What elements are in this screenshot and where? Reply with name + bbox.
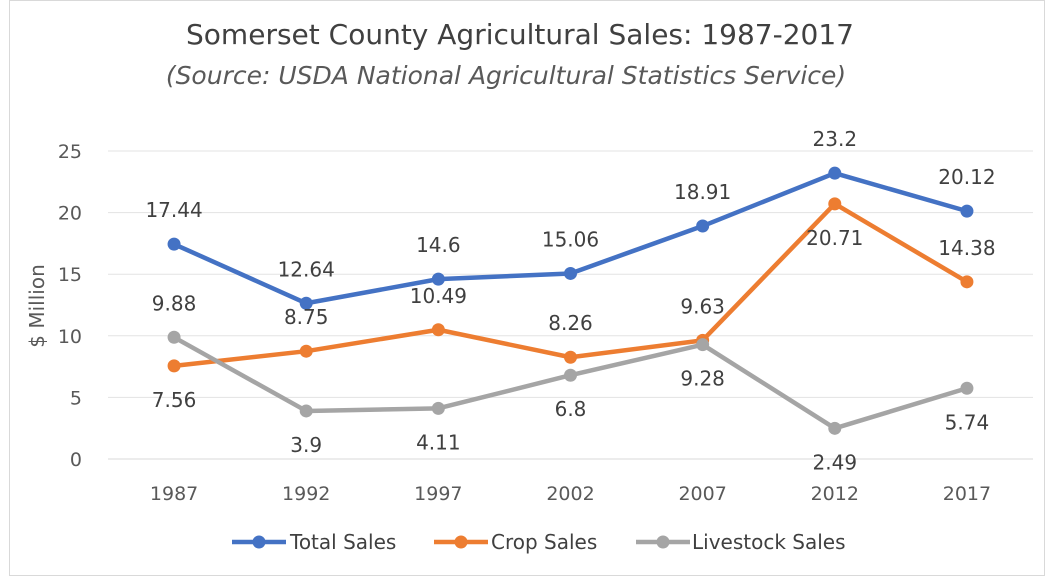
legend-label: Livestock Sales — [692, 530, 846, 554]
legend-label: Crop Sales — [491, 530, 597, 554]
data-point — [696, 219, 710, 233]
data-label: 14.38 — [938, 236, 995, 260]
legend-swatch-marker — [454, 535, 468, 549]
data-label: 9.63 — [680, 294, 725, 318]
y-axis-ticks: 0 5 10 15 20 25 — [58, 141, 82, 471]
data-point — [828, 166, 842, 180]
data-label: 15.06 — [542, 227, 599, 251]
data-point — [167, 359, 181, 373]
x-tick-label: 1987 — [150, 483, 198, 505]
data-point — [167, 237, 181, 251]
legend: Total Sales Crop Sales Livestock Sales — [232, 530, 846, 554]
y-tick-label: 20 — [58, 203, 82, 225]
y-tick-label: 25 — [58, 141, 82, 163]
data-point — [431, 272, 445, 286]
data-label: 23.2 — [813, 127, 858, 151]
data-label: 20.71 — [806, 226, 863, 250]
data-point — [299, 296, 313, 310]
x-axis-ticks: 1987 1992 1997 2002 2007 2012 2017 — [150, 483, 991, 505]
chart-frame — [9, 0, 1045, 576]
series-layer — [167, 166, 974, 435]
gridlines — [108, 150, 1033, 460]
data-label: 8.26 — [548, 311, 593, 335]
data-label: 8.75 — [284, 305, 329, 329]
data-label: 9.28 — [680, 367, 725, 391]
y-tick-label: 10 — [58, 326, 82, 348]
data-point — [564, 350, 577, 364]
data-label: 12.64 — [278, 257, 335, 281]
chart-title: Somerset County Agricultural Sales: 1987… — [186, 18, 854, 51]
data-point — [828, 421, 842, 435]
data-label: 6.8 — [555, 397, 587, 421]
data-point — [431, 401, 445, 415]
data-label: 14.6 — [416, 233, 461, 257]
data-point — [828, 197, 842, 211]
data-label: 4.11 — [416, 430, 461, 454]
data-point — [431, 323, 445, 337]
data-label: 18.91 — [674, 180, 731, 204]
data-point — [960, 275, 974, 289]
data-label: 3.9 — [290, 433, 322, 457]
chart-subtitle: (Source: USDA National Agricultural Stat… — [166, 61, 846, 90]
data-point — [960, 204, 974, 218]
data-point — [960, 381, 974, 395]
x-tick-label: 2017 — [943, 483, 991, 505]
x-tick-label: 2002 — [546, 483, 594, 505]
data-label: 17.44 — [145, 198, 202, 222]
y-axis-label: $ Million — [25, 264, 49, 347]
x-tick-label: 2012 — [811, 483, 859, 505]
data-point — [299, 404, 313, 418]
data-label: 7.56 — [152, 388, 197, 412]
data-point — [564, 266, 577, 280]
data-label: 2.49 — [813, 450, 858, 474]
y-tick-label: 0 — [70, 449, 82, 471]
data-label: 20.12 — [938, 165, 995, 189]
data-point — [167, 330, 181, 344]
data-point — [564, 368, 577, 382]
y-tick-label: 15 — [58, 264, 82, 286]
data-point — [696, 338, 710, 352]
x-tick-label: 1992 — [282, 483, 330, 505]
data-label: 9.88 — [152, 291, 197, 315]
legend-label: Total Sales — [289, 530, 396, 554]
y-tick-label: 5 — [70, 387, 82, 409]
x-tick-label: 2007 — [678, 483, 726, 505]
x-tick-label: 1997 — [414, 483, 462, 505]
data-labels: 17.44 12.64 14.6 15.06 18.91 23.2 20.12 7.56 8.7… — [145, 127, 995, 474]
data-label: 10.49 — [410, 284, 467, 308]
legend-swatch-marker — [252, 535, 266, 549]
data-label: 5.74 — [945, 410, 990, 434]
legend-swatch-marker — [656, 535, 670, 549]
data-point — [299, 344, 313, 358]
